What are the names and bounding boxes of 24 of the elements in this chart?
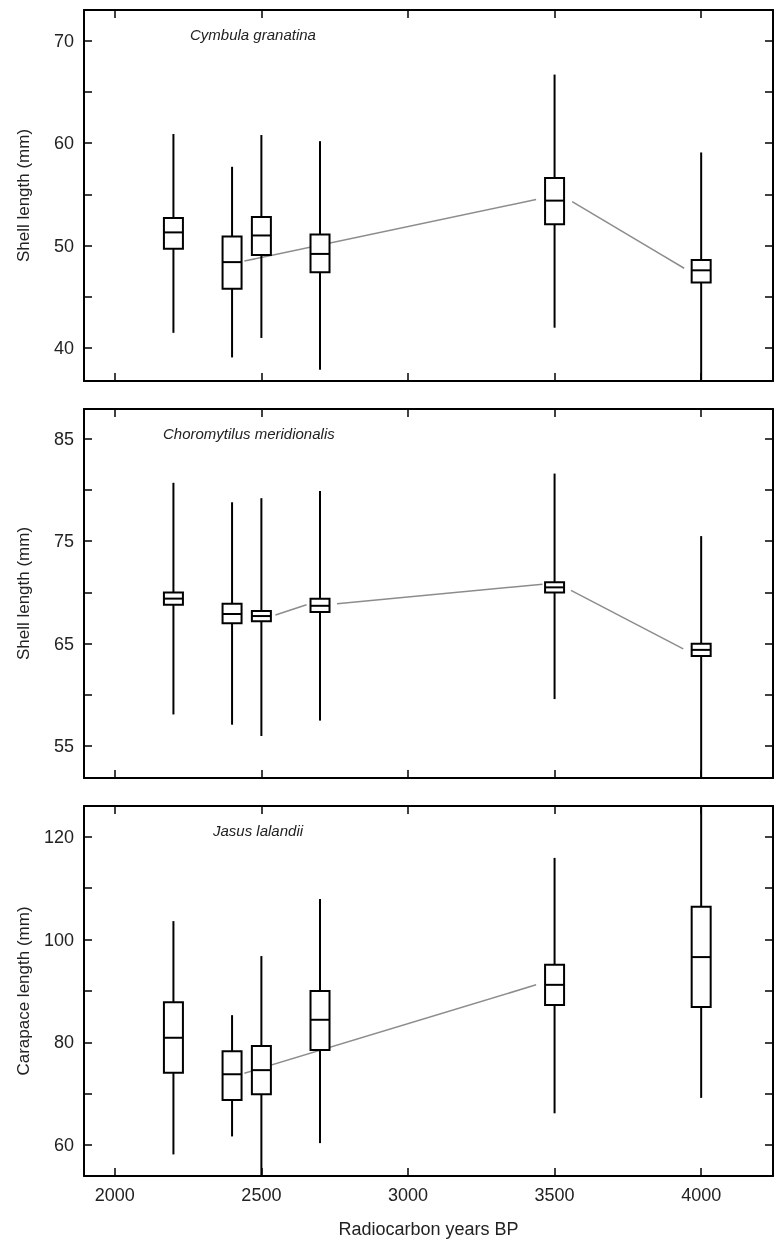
x-tick-label: 3000 [387,1185,428,1205]
y-tick-label: 60 [53,133,74,154]
y-tick-label: 85 [53,428,74,449]
text: Choromytilus meridionalis [163,425,336,442]
x-axis-title: Radiocarbon years BP [338,1219,519,1239]
y-tick-label: 75 [53,531,74,552]
y-tick-label: 70 [53,30,74,51]
text: Jasus lalandii [212,822,304,839]
y-axis-title: Carapace length (mm) [14,906,33,1076]
y-tick-label: 50 [53,235,74,256]
x-tick-label: 3500 [534,1185,575,1205]
y-axis-title: Shell length (mm) [14,128,33,263]
x-tick-label: 2500 [241,1185,282,1205]
y-tick-label: 120 [43,826,74,847]
y-tick-label: 100 [43,929,74,950]
y-tick-label: 55 [53,736,74,757]
x-tick-label: 2000 [94,1185,135,1205]
y-axis-title: Shell length (mm) [14,526,33,661]
y-tick-label: 40 [53,338,74,359]
x-tick-label: 4000 [681,1185,722,1205]
text: Cymbula granatina [190,26,316,43]
y-tick-label: 65 [53,633,74,654]
y-tick-label: 80 [53,1032,74,1053]
y-tick-label: 60 [53,1135,74,1156]
